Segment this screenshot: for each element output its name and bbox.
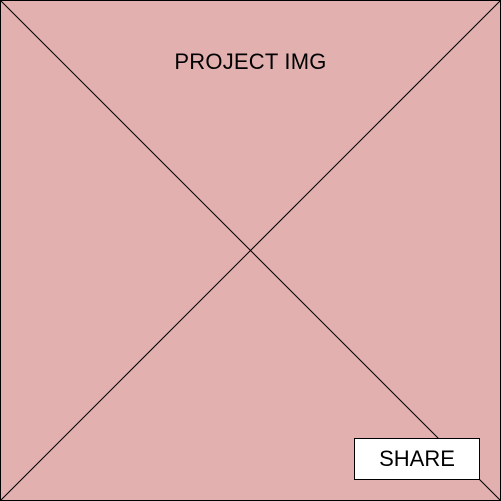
share-button[interactable]: SHARE <box>354 438 480 480</box>
project-image-label: PROJECT IMG <box>174 49 327 74</box>
